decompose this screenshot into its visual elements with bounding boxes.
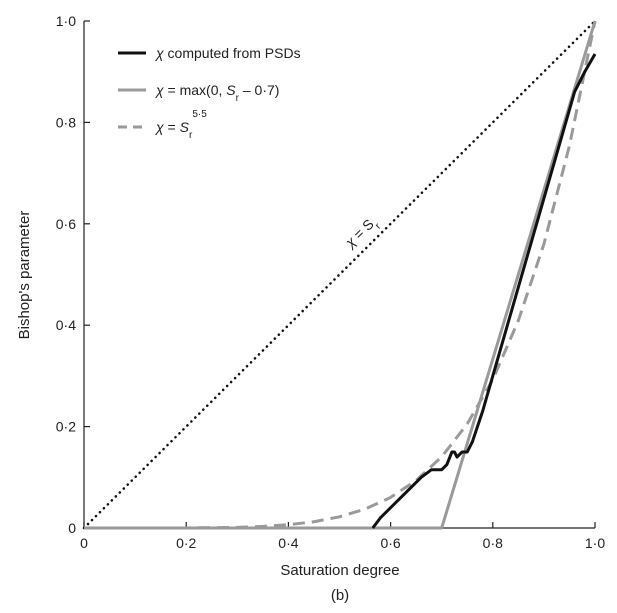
y-tick-label: 0·4 [56,317,76,333]
series-identity-line [82,19,597,530]
y-ticks: 0 0·2 0·4 0·6 0·8 1·0 [56,13,90,536]
y-axis-label: Bishop's parameter [16,211,33,340]
x-tick-label: 0·6 [380,535,400,551]
panel-label: (b) [331,587,349,604]
series-layer [82,19,597,530]
x-tick-label: 0·2 [176,535,196,551]
y-tick-label: 1·0 [56,13,76,29]
y-tick-label: 0·6 [56,216,76,232]
x-tick-label: 1·0 [585,535,605,551]
series-max-line [84,20,597,530]
diagonal-annotation: χ = Sr [341,213,384,256]
x-tick-label: 0·4 [278,535,298,551]
x-axis-label: Saturation degree [280,562,399,579]
x-ticks: 0 0·2 0·4 0·6 0·8 1·0 [80,522,605,551]
legend-label-psd: χ computed from PSDs [154,45,301,61]
y-tick-label: 0 [68,520,76,536]
legend-label-power: χ = Sr5·5 [154,109,207,141]
x-tick-label: 0 [80,535,88,551]
y-tick-label: 0·2 [56,419,76,435]
legend-label-max: χ = max(0, Sr – 0·7) [154,82,279,104]
legend: χ computed from PSDs χ = max(0, Sr – 0·7… [118,45,301,141]
x-tick-label: 0·8 [483,535,503,551]
y-tick-label: 0·8 [56,114,76,130]
series-psd-line [371,53,597,529]
